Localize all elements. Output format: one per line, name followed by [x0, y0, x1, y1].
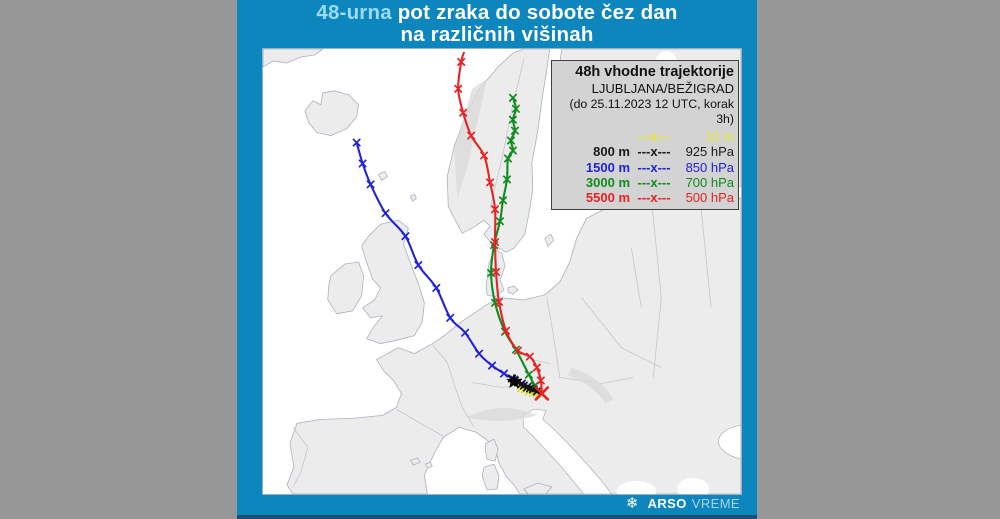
title-highlight: 48-urna [316, 1, 392, 24]
legend-station: LJUBLJANA/BEŽIGRAD [591, 81, 734, 96]
legend-row: 3000 m ---x--- 700 hPa [585, 174, 734, 190]
borders-relief-layer [292, 58, 712, 488]
end-x-marker [534, 386, 550, 401]
legend-box: 48h vhodne trajektorije LJUBLJANA/BEŽIGR… [551, 60, 739, 211]
footer-brand: ❄ ARSO VREME [626, 494, 740, 512]
legend-rows: ---x--- 10 m 800 m ---x--- 925 hPa 1500 m ---x… [554, 129, 734, 205]
legend-title: 48h vhodne trajektorije [575, 64, 734, 80]
trajectory-5500m [454, 51, 546, 398]
origin-star-marker [506, 373, 522, 388]
legend-row: 800 m ---x--- 925 hPa [593, 144, 734, 160]
legend-period: (do 25.11.2023 12 UTC, korak 3h) [569, 97, 734, 126]
bottom-accent-line [237, 515, 757, 519]
title-line-2: na različnih višinah [400, 23, 594, 46]
weather-card: 48-urna pot zraka do sobote čez dan na r… [237, 0, 757, 519]
brand-arso: ARSO [647, 495, 687, 511]
europe-trajectory-map: 48h vhodne trajektorije LJUBLJANA/BEŽIGR… [262, 48, 742, 495]
legend-row: ---x--- 10 m [637, 129, 734, 144]
page-title: 48-urna pot zraka do sobote čez dan na r… [237, 2, 757, 46]
title-line1-rest: pot zraka do sobote čez dan [391, 1, 678, 24]
title-line-1: 48-urna pot zraka do sobote čez dan [237, 2, 757, 24]
legend-row: 5500 m ---x--- 500 hPa [585, 190, 734, 206]
legend-row: 1500 m ---x--- 850 hPa [585, 159, 734, 175]
snowflake-icon: ❄ [626, 494, 639, 512]
brand-vreme: VREME [691, 495, 740, 511]
